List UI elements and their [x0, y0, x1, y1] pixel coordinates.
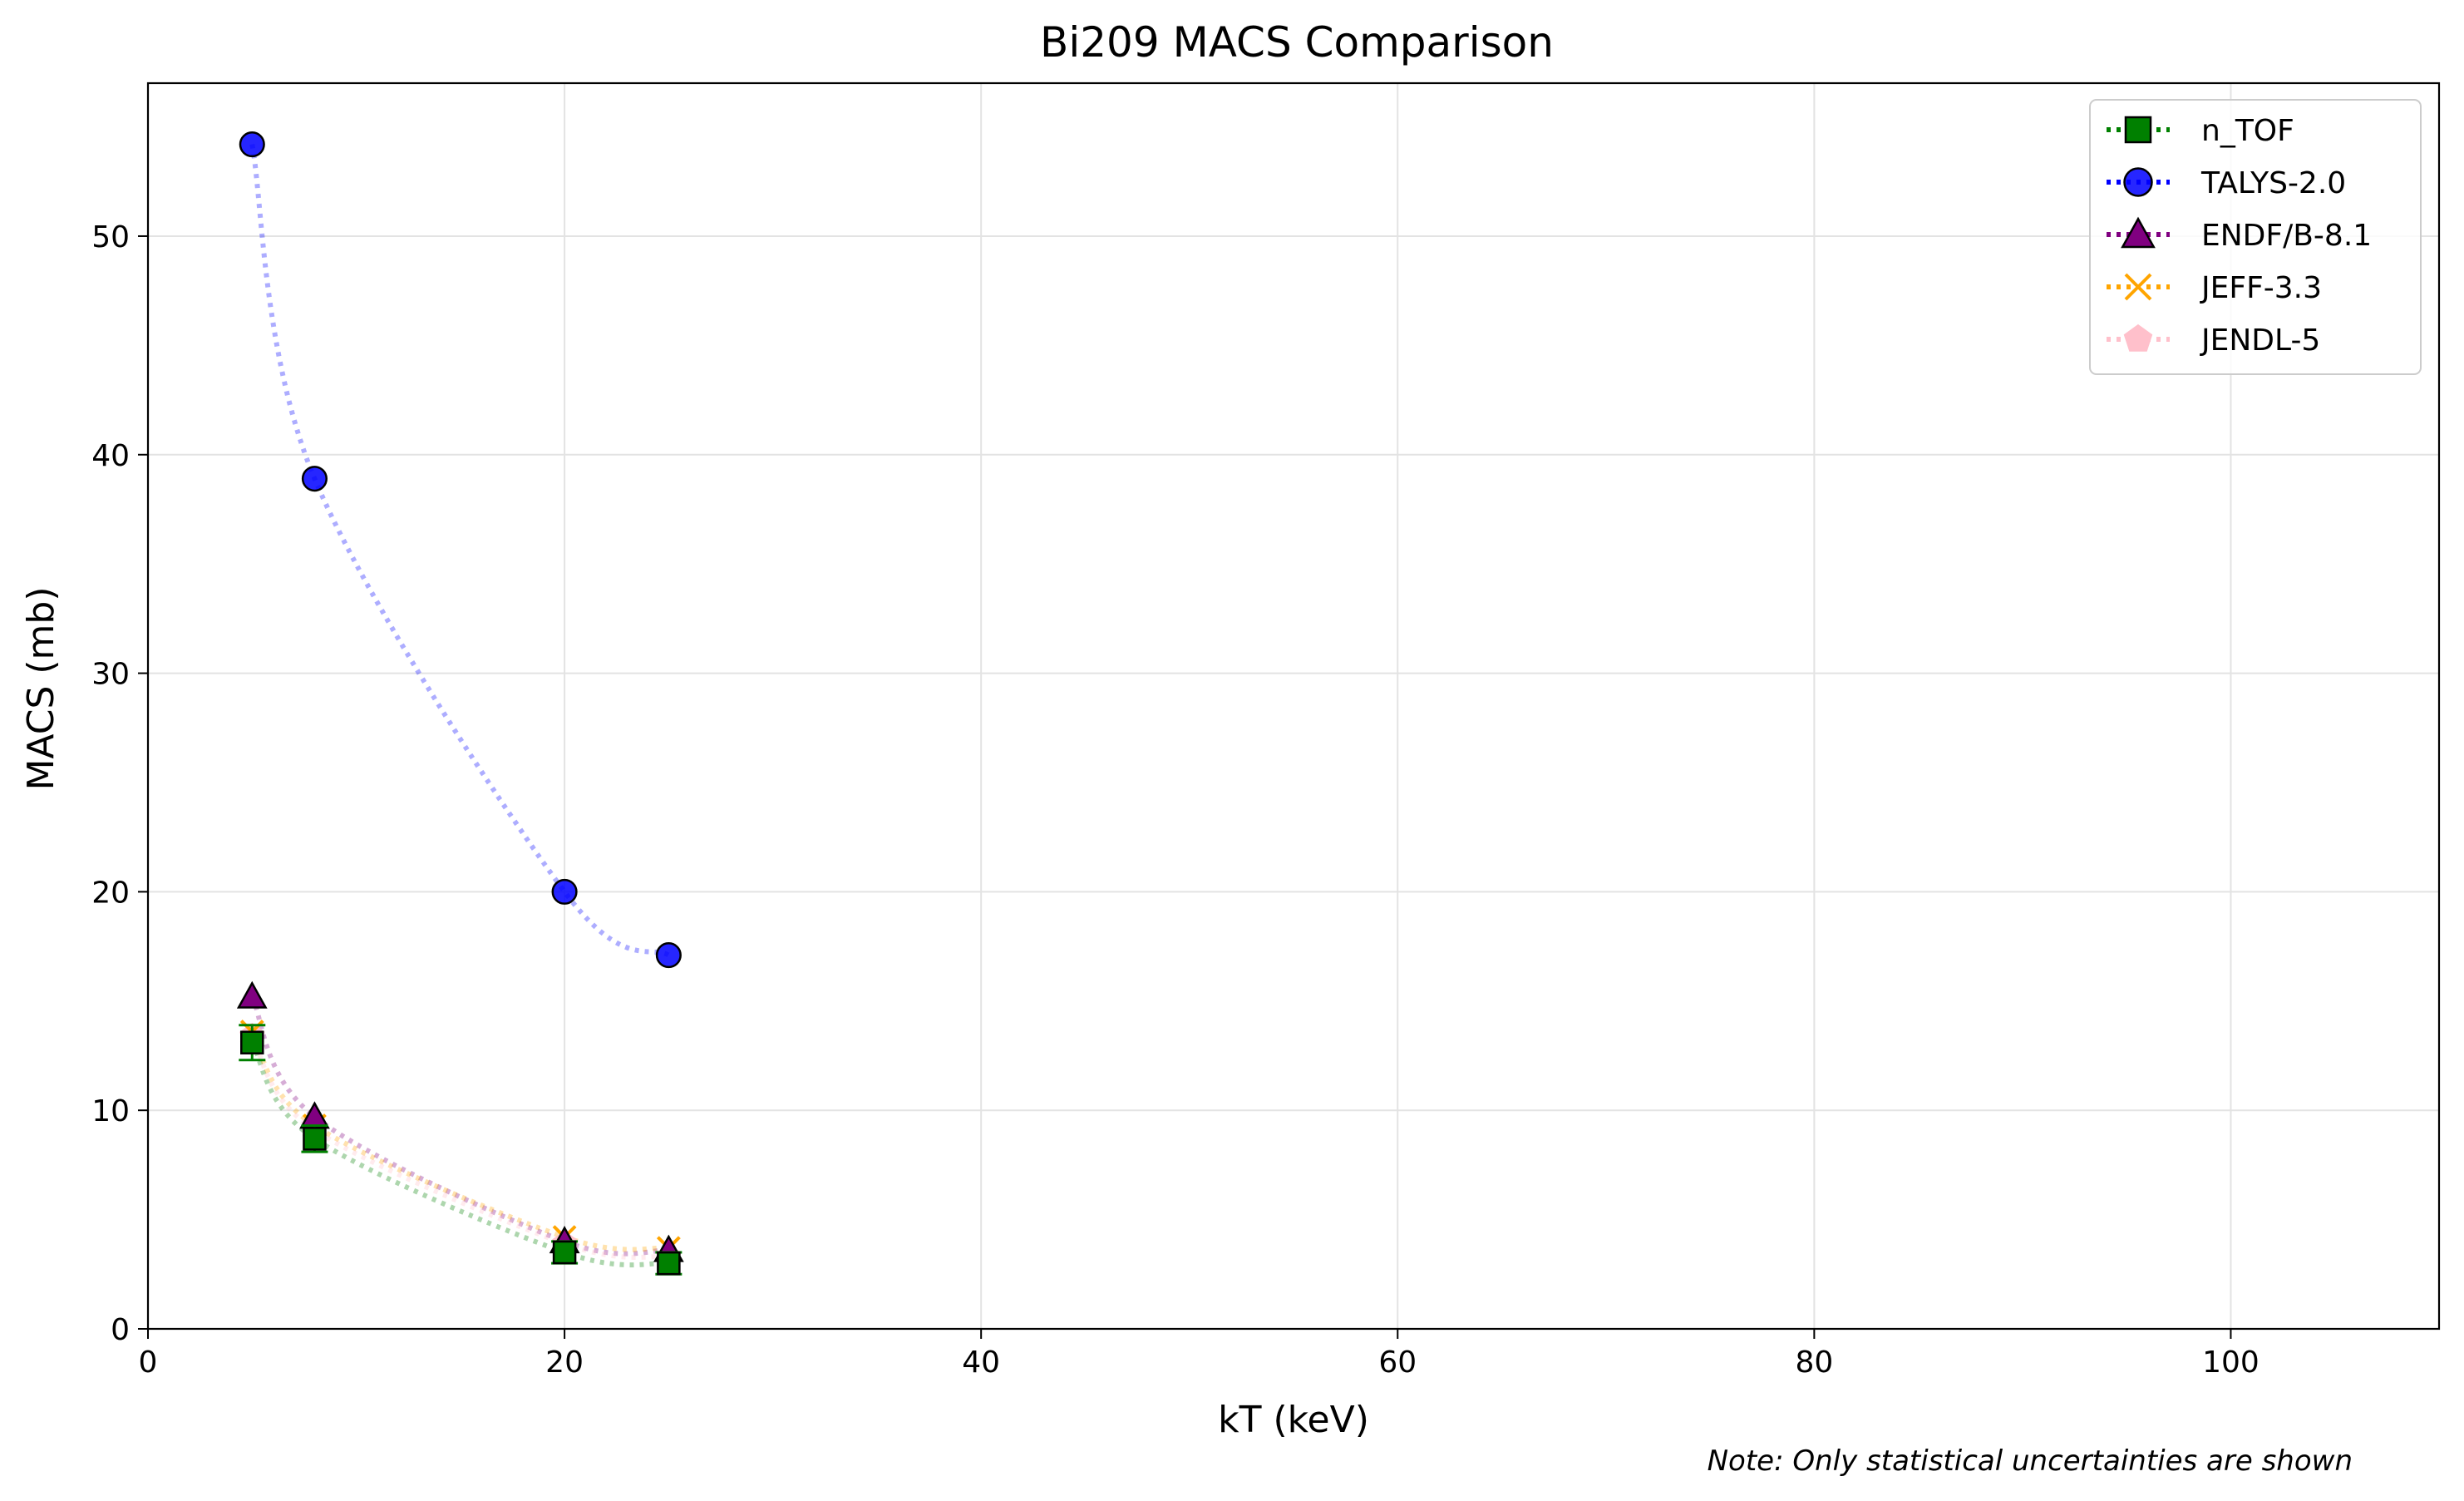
legend-item-n-tof: n_TOF — [2107, 114, 2294, 148]
plot-frame — [146, 81, 2441, 1331]
endf-b-8-1-line — [249, 995, 669, 1257]
n-tof-point — [240, 1030, 264, 1054]
jeff-3-3-line — [249, 1029, 669, 1252]
y-tick-label: 40 — [91, 439, 130, 473]
x-tick-label: 80 — [1795, 1345, 1833, 1380]
chart-title: Bi209 MACS Comparison — [1040, 18, 1554, 67]
talys-2-0-point — [551, 878, 578, 905]
n-tof-point — [303, 1127, 327, 1151]
y-axis-label: MACS (mb) — [20, 586, 62, 790]
legend-marker — [2123, 323, 2153, 352]
legend-marker — [2124, 273, 2152, 301]
x-tick-label: 60 — [1378, 1345, 1417, 1380]
n-tof-line — [249, 1041, 669, 1268]
x-axis-label: kT (keV) — [1218, 1399, 1369, 1441]
axis-ticks: 0 20 40 60 80 100 0 10 20 30 40 50 — [91, 220, 2259, 1380]
legend-label: n_TOF — [2201, 114, 2294, 148]
legend: n_TOF TALYS-2.0 ENDF/B-8.1 JEFF-3.3 JENDL-5 — [2089, 99, 2422, 375]
legend-item-endf-b-8-1: ENDF/B-8.1 — [2107, 216, 2372, 253]
talys-2-0-point — [239, 131, 265, 158]
n-tof-point — [552, 1240, 577, 1265]
endf-b-8-1-point — [236, 980, 268, 1009]
legend-label: JEFF-3.3 — [2200, 271, 2322, 305]
n-tof-point — [657, 1251, 681, 1276]
x-tick-label: 0 — [139, 1345, 158, 1380]
legend-label: ENDF/B-8.1 — [2201, 219, 2372, 253]
y-tick-label: 30 — [91, 658, 130, 692]
legend-item-jendl-5: JENDL-5 — [2107, 323, 2320, 358]
legend-item-jeff-3-3: JEFF-3.3 — [2107, 271, 2322, 305]
legend-label: JENDL-5 — [2200, 323, 2320, 358]
talys-2-0-point — [301, 466, 328, 492]
x-tick-label: 40 — [962, 1345, 1000, 1380]
y-tick-label: 20 — [91, 876, 130, 910]
series-lines — [249, 144, 670, 1268]
legend-marker — [2124, 116, 2152, 144]
y-tick-label: 0 — [111, 1313, 130, 1347]
legend-box — [2089, 99, 2422, 375]
y-tick-label: 10 — [91, 1094, 130, 1128]
legend-marker — [2121, 216, 2156, 249]
talys-2-0-line — [249, 144, 670, 958]
jendl-5-line — [249, 1034, 669, 1260]
legend-marker — [2123, 167, 2153, 197]
y-tick-label: 50 — [91, 220, 130, 254]
x-tick-label: 100 — [2202, 1345, 2259, 1380]
legend-label: TALYS-2.0 — [2200, 166, 2346, 200]
legend-item-talys-2-0: TALYS-2.0 — [2107, 166, 2346, 200]
note-annotation: Note: Only statistical uncertainties are… — [1708, 1444, 2353, 1478]
x-tick-label: 20 — [545, 1345, 584, 1380]
talys-2-0-point — [655, 942, 682, 969]
series-markers — [236, 131, 684, 1276]
